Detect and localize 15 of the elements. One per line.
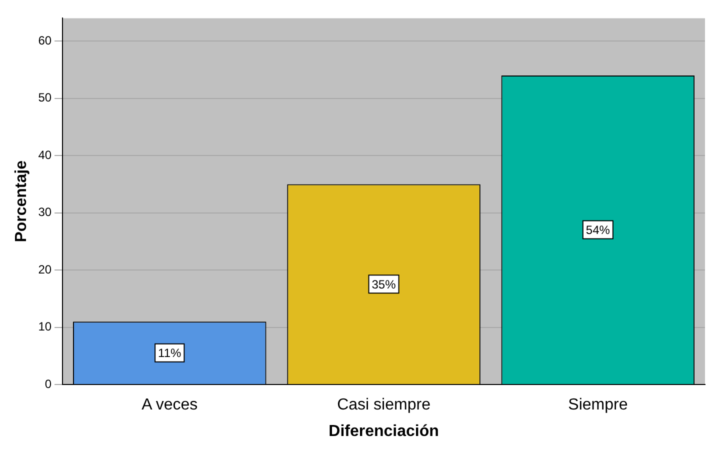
y-tick-label: 50 xyxy=(38,90,52,105)
y-tick-label: 20 xyxy=(38,262,52,276)
y-tick-label: 0 xyxy=(44,376,52,391)
x-tick-label: Casi siempre xyxy=(337,396,431,414)
x-tick-label: A veces xyxy=(142,396,198,414)
data-label: 11% xyxy=(158,346,182,360)
y-tick-label: 40 xyxy=(38,148,52,162)
y-tick-label: 30 xyxy=(38,205,52,220)
y-tick-label: 10 xyxy=(38,320,52,334)
y-tick-label: 60 xyxy=(38,33,52,48)
data-label: 54% xyxy=(586,223,610,238)
x-tick-label: Siempre xyxy=(568,396,628,414)
y-axis-title: Porcentaje xyxy=(13,160,30,242)
data-label: 35% xyxy=(372,277,396,292)
x-axis-title: Diferenciación xyxy=(328,422,439,440)
